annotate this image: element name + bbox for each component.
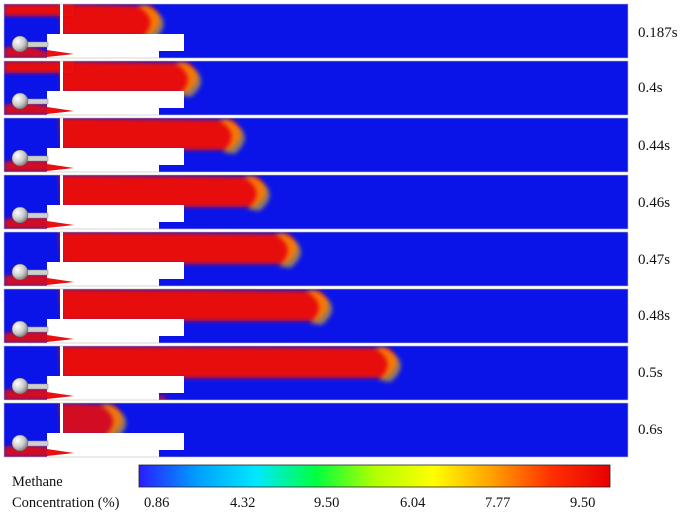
methane-plume: [59, 289, 328, 321]
vertical-post: [60, 403, 63, 433]
frame-time-label: 0.46s: [638, 195, 671, 211]
obstacle-body: [47, 433, 184, 457]
obstacle-body: [47, 34, 184, 58]
obstacle-body: [47, 91, 184, 115]
nozzle-wedge: [47, 164, 74, 171]
sphere-icon: [11, 149, 29, 167]
nozzle-wedge: [47, 335, 74, 342]
vertical-post: [60, 175, 63, 205]
obstacle-body: [47, 319, 184, 343]
vertical-post: [60, 4, 63, 34]
frame-border: [3, 60, 629, 116]
colorbar-tick-label: 7.77: [485, 495, 511, 511]
nozzle-wedge: [47, 221, 74, 228]
frame-border: [3, 345, 629, 401]
sphere-icon: [11, 377, 29, 395]
methane-plume: [59, 232, 297, 264]
frame-time-label: 0.47s: [638, 252, 671, 268]
nozzle-wedge: [47, 449, 74, 456]
obstacle-body: [47, 205, 184, 229]
colorbar-tick-label: 4.32: [230, 495, 256, 511]
simulation-frame: [3, 231, 629, 287]
frame-border: [3, 288, 629, 344]
methane-plume: [59, 4, 160, 36]
sphere-icon: [11, 92, 29, 110]
methane-source-region: [4, 61, 74, 73]
methane-plume: [59, 403, 123, 435]
sphere-icon: [11, 35, 29, 53]
simulation-frames: [3, 3, 629, 458]
vertical-post: [60, 61, 63, 91]
colorbar-tick-label: 6.04: [400, 495, 426, 511]
legend-title-concentration: Concentration (%): [12, 495, 120, 511]
frame-time-label: 0.5s: [638, 365, 663, 381]
sphere-icon: [11, 206, 29, 224]
methane-plume: [59, 61, 197, 93]
nozzle-wedge: [47, 392, 74, 399]
nozzle-wedge: [47, 278, 74, 285]
vertical-post: [60, 289, 63, 319]
frame-time-label: 0.187s: [638, 25, 678, 41]
obstacle-body: [47, 148, 184, 172]
simulation-frame: [3, 402, 629, 458]
plume-fringe: [243, 176, 270, 211]
vertical-post: [60, 346, 63, 376]
frame-time-label: 0.4s: [638, 80, 663, 96]
methane-plume: [59, 346, 397, 378]
plume-fringe: [99, 404, 127, 439]
plume-fringe: [274, 233, 301, 268]
colorbar-tick-label: 9.50: [314, 495, 340, 511]
sphere-icon: [11, 263, 29, 281]
simulation-frame: [3, 345, 629, 401]
plume-fringe: [174, 62, 202, 97]
sphere-icon: [11, 320, 29, 338]
sphere-icon: [11, 434, 29, 452]
methane-source-region: [4, 4, 74, 16]
nozzle-wedge: [47, 50, 74, 57]
legend-title-methane: Methane: [12, 474, 63, 490]
frame-border: [3, 231, 629, 287]
vertical-post: [60, 232, 63, 262]
frame-border: [3, 174, 629, 230]
obstacle-body: [47, 262, 184, 286]
methane-plume: [59, 118, 241, 150]
simulation-frame: [3, 174, 629, 230]
simulation-frame: [3, 117, 629, 173]
vertical-post: [60, 118, 63, 148]
plume-fringe: [218, 119, 245, 154]
plume-fringe: [374, 347, 401, 382]
simulation-frame: [3, 3, 629, 59]
nozzle-wedge: [47, 107, 74, 114]
frame-border: [3, 402, 629, 458]
frame-time-label: 0.44s: [638, 138, 671, 154]
frame-border: [3, 117, 629, 173]
obstacle-body: [47, 376, 184, 400]
simulation-frame: [3, 60, 629, 116]
colorbar-tick-label: 0.86: [144, 495, 170, 511]
colorbar-tick-label: 9.50: [570, 495, 596, 511]
frame-time-label: 0.6s: [638, 422, 663, 438]
colorbar: [138, 464, 611, 488]
frame-border: [3, 3, 629, 59]
plume-fringe: [305, 290, 333, 325]
methane-plume: [59, 175, 266, 207]
frame-time-label: 0.48s: [638, 308, 671, 324]
plume-fringe: [137, 5, 164, 40]
simulation-frame: [3, 288, 629, 344]
